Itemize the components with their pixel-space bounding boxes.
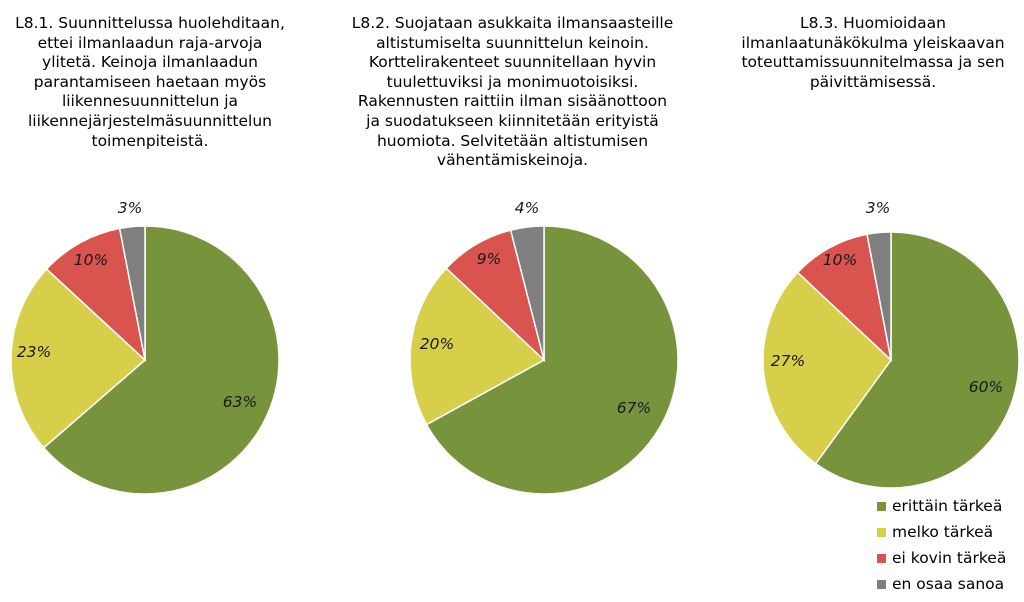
legend-item-ei-kovin-tarkea: ei kovin tärkeä <box>877 545 1022 571</box>
legend-item-melko-tarkea: melko tärkeä <box>877 519 1022 545</box>
legend-label: melko tärkeä <box>892 523 994 541</box>
slice-value-label: 3% <box>866 199 891 217</box>
pie-slice-erittäin-tärkeä <box>814 231 1020 489</box>
legend-swatch <box>877 553 886 563</box>
pie-slice-melko-tärkeä <box>409 267 546 426</box>
pie-slice-en-osaa-sanoa <box>118 225 146 361</box>
slice-value-label: 10% <box>74 251 108 269</box>
legend-label: en osaa sanoa <box>892 575 1005 593</box>
legend-swatch <box>877 501 886 511</box>
pie-slice-en-osaa-sanoa <box>509 225 545 361</box>
pie-slice-erittäin-tärkeä <box>42 225 280 495</box>
pie-slice-ei-kovin-tärkeä <box>45 227 147 363</box>
slice-value-label: 67% <box>617 399 651 417</box>
pie-slice-melko-tärkeä <box>762 271 892 465</box>
legend-item-erittain-tarkea: erittäin tärkeä <box>877 493 1022 519</box>
legend-swatch <box>877 527 886 537</box>
pie-chart-1: 63% 23% 10% 3% <box>10 199 280 495</box>
pie-slice-melko-tärkeä <box>10 268 147 449</box>
slice-value-label: 10% <box>823 251 857 269</box>
legend-item-en-osaa-sanoa: en osaa sanoa <box>877 571 1022 597</box>
legend: erittäin tärkeä melko tärkeä ei kovin tä… <box>877 493 1022 597</box>
chart-title-l8-2: L8.2. Suojataan asukkaita ilmansaasteill… <box>351 14 674 170</box>
legend-swatch <box>877 579 886 589</box>
chart-title-l8-1: L8.1. Suunnittelussa huolehditaan, ettei… <box>15 14 285 150</box>
pie-chart-2: 67% 20% 9% 4% <box>409 199 679 495</box>
slice-value-label: 60% <box>969 378 1003 396</box>
slice-value-label: 3% <box>118 199 143 217</box>
slice-value-label: 63% <box>223 393 257 411</box>
pie-chart-3: 60% 27% 10% 3% <box>762 199 1020 489</box>
legend-label: erittäin tärkeä <box>892 497 1003 515</box>
pie-slice-erittäin-tärkeä <box>425 225 679 495</box>
pie-slice-en-osaa-sanoa <box>866 231 892 361</box>
slice-value-label: 4% <box>515 199 540 217</box>
chart-title-l8-3: L8.3. Huomioidaan ilmanlaatunäkökulma yl… <box>741 14 1005 91</box>
slice-value-label: 23% <box>17 343 51 361</box>
pie-slice-ei-kovin-tärkeä <box>796 233 893 363</box>
slice-value-label: 27% <box>771 352 805 370</box>
slice-value-label: 20% <box>420 335 454 353</box>
slice-value-label: 9% <box>477 250 502 268</box>
legend-label: ei kovin tärkeä <box>892 549 1007 567</box>
